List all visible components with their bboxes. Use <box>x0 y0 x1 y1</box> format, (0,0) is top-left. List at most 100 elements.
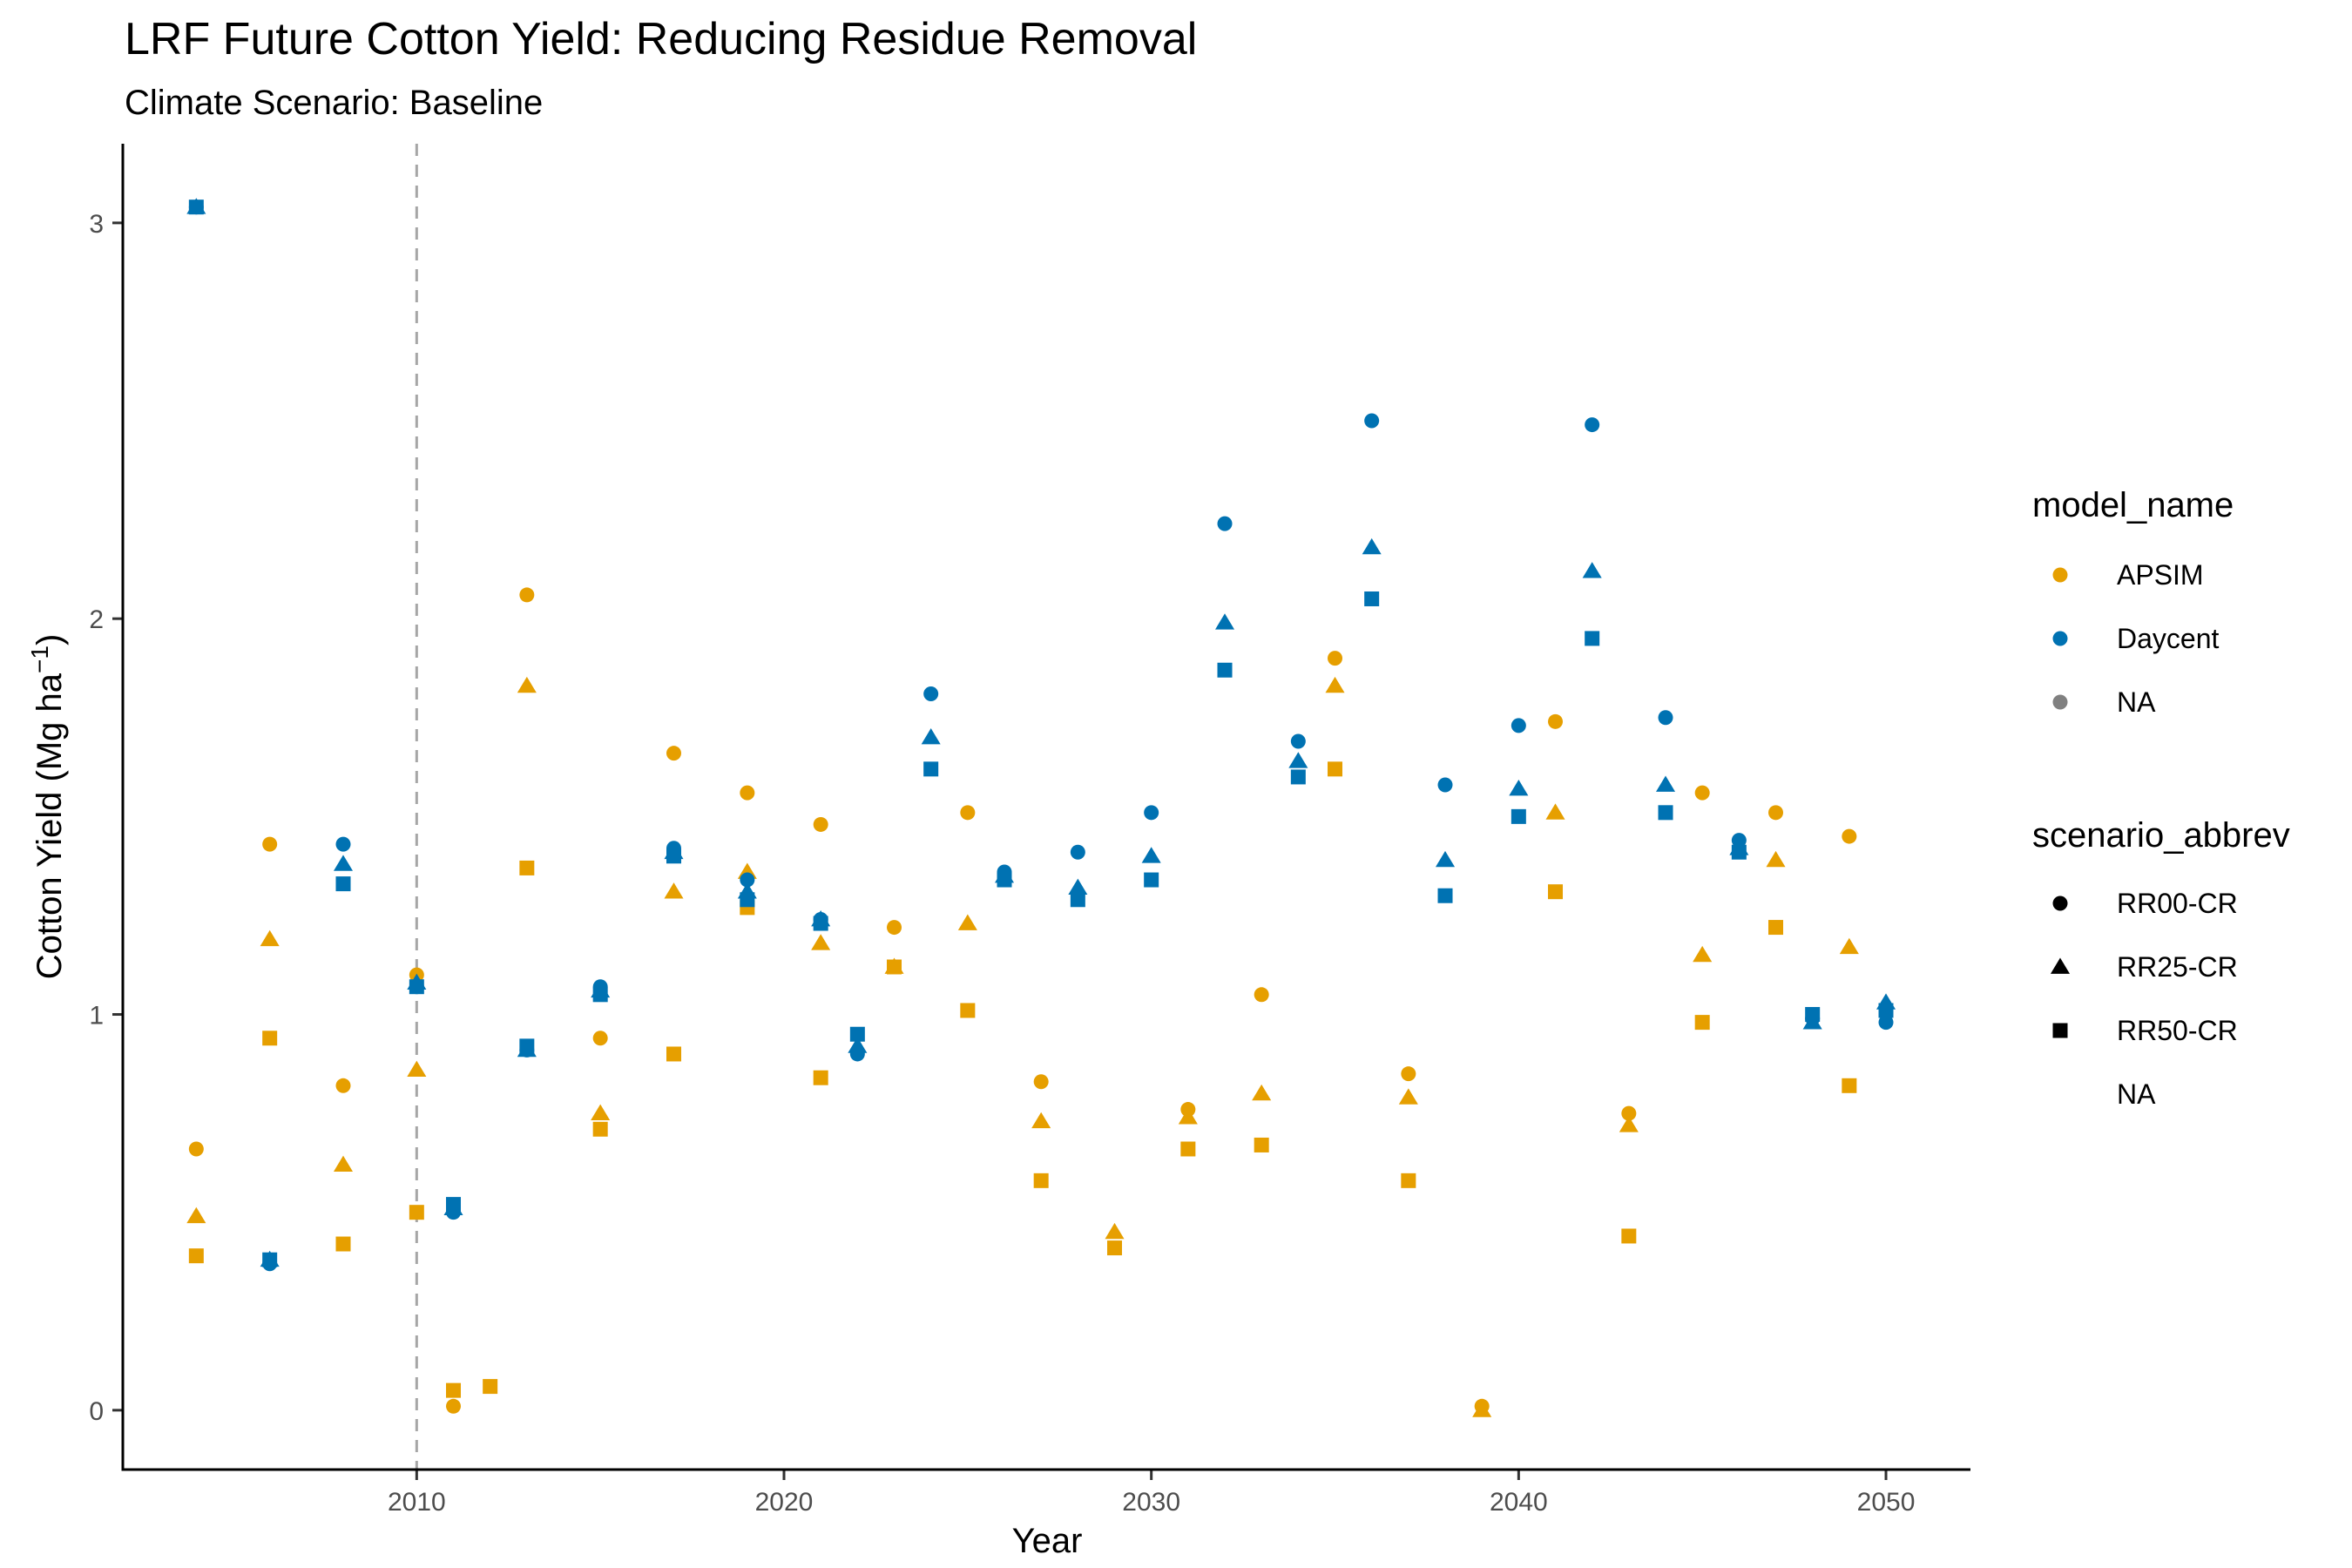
data-point-apsim-rr50-cr <box>1033 1173 1049 1188</box>
data-point-daycent-rr25-cr <box>1141 847 1161 863</box>
data-point-apsim-rr25-cr <box>1398 1088 1418 1105</box>
data-point-daycent-rr25-cr <box>1582 562 1602 578</box>
legend-label-rr25-cr: RR25-CR <box>2117 951 2238 983</box>
legend-key-rr25-cr <box>2050 957 2071 974</box>
legend-key-daycent <box>2052 631 2068 646</box>
data-point-daycent-rr25-cr <box>1068 878 1088 896</box>
data-point-daycent-rr50-cr <box>740 892 755 908</box>
data-point-apsim-rr50-cr <box>666 1046 682 1062</box>
data-point-daycent-rr00-cr <box>1437 777 1453 793</box>
legend-label-rr50-cr: RR50-CR <box>2117 1015 2238 1046</box>
data-point-apsim-rr50-cr <box>188 1248 204 1264</box>
data-point-daycent-rr00-cr <box>335 836 351 852</box>
data-point-daycent-rr00-cr <box>1364 413 1380 429</box>
data-point-apsim-rr50-cr <box>1842 1078 1857 1093</box>
data-point-apsim-rr50-cr <box>960 1003 976 1018</box>
data-point-daycent-rr00-cr <box>740 872 755 888</box>
legend-label-na: NA <box>2117 1078 2156 1110</box>
data-point-daycent-rr50-cr <box>262 1252 278 1267</box>
data-point-apsim-rr00-cr <box>592 1031 608 1046</box>
data-point-daycent-rr25-cr <box>1214 613 1235 630</box>
data-point-apsim-rr50-cr <box>483 1379 498 1395</box>
data-point-apsim-rr00-cr <box>1033 1074 1049 1090</box>
data-point-apsim-rr25-cr <box>517 676 537 693</box>
data-point-apsim-rr00-cr <box>1328 651 1343 666</box>
data-point-apsim-rr00-cr <box>262 836 278 852</box>
data-point-daycent-rr50-cr <box>409 979 424 995</box>
data-point-apsim-rr25-cr <box>407 1060 427 1078</box>
data-point-apsim-rr50-cr <box>1621 1228 1637 1244</box>
data-point-apsim-rr25-cr <box>1325 676 1345 693</box>
chart-title: LRF Future Cotton Yield: Reducing Residu… <box>125 14 1197 64</box>
y-axis-title: Cotton Yield (Mg ha−1) <box>26 634 70 980</box>
data-point-apsim-rr25-cr <box>957 914 977 930</box>
data-point-daycent-rr00-cr <box>1290 733 1306 749</box>
x-tick-label: 2010 <box>388 1488 446 1517</box>
data-point-daycent-rr50-cr <box>1290 769 1306 785</box>
data-point-apsim-rr25-cr <box>811 934 831 950</box>
data-point-apsim-rr00-cr <box>1768 805 1784 821</box>
data-point-daycent-rr50-cr <box>1585 631 1600 646</box>
data-point-daycent-rr50-cr <box>188 199 204 215</box>
legend-label-rr00-cr: RR00-CR <box>2117 888 2238 919</box>
data-point-daycent-rr50-cr <box>1658 805 1673 821</box>
data-point-daycent-rr00-cr <box>1585 417 1600 433</box>
data-point-apsim-rr00-cr <box>1548 713 1564 729</box>
legend-label-apsim: APSIM <box>2117 559 2204 591</box>
plot-panel: 2010 2020 2030 2040 2050 0 1 2 3 <box>89 144 1970 1517</box>
data-point-apsim-rr00-cr <box>813 816 828 832</box>
data-point-daycent-rr00-cr <box>923 686 939 702</box>
data-point-apsim-rr25-cr <box>333 1155 354 1173</box>
chart-subtitle: Climate Scenario: Baseline <box>125 84 543 122</box>
x-axis-title: Year <box>1012 1522 1083 1560</box>
data-point-apsim-rr50-cr <box>813 1070 828 1085</box>
data-point-daycent-rr50-cr <box>1437 888 1453 903</box>
data-point-apsim-rr50-cr <box>1107 1240 1123 1256</box>
y-axis-title-superscript: −1 <box>26 645 53 673</box>
data-point-apsim-rr25-cr <box>1693 945 1713 963</box>
y-tick-label: 1 <box>89 1002 104 1031</box>
data-point-apsim-rr25-cr <box>260 929 280 947</box>
data-point-daycent-rr50-cr <box>666 848 682 864</box>
data-point-daycent-rr50-cr <box>1878 1003 1894 1018</box>
data-point-daycent-rr00-cr <box>1070 844 1085 860</box>
data-point-apsim-rr25-cr <box>1472 1401 1492 1417</box>
data-point-apsim-rr25-cr <box>1619 1116 1639 1132</box>
data-point-apsim-rr50-cr <box>1694 1015 1710 1031</box>
data-point-apsim-rr25-cr <box>186 1206 206 1224</box>
data-point-apsim-rr50-cr <box>887 959 902 975</box>
data-point-daycent-rr00-cr <box>1878 1015 1894 1031</box>
data-point-apsim-rr00-cr <box>446 1398 462 1414</box>
legend-scenario-abbrev: scenario_abbrev RR00-CR RR25-CR RR50-CR NA <box>2032 816 2290 1110</box>
data-point-daycent-rr50-cr <box>923 761 939 777</box>
data-point-apsim-rr50-cr <box>1254 1137 1269 1152</box>
data-point-apsim-rr25-cr <box>1252 1084 1272 1101</box>
data-point-daycent-rr50-cr <box>1805 1007 1821 1023</box>
y-axis-title-main: Cotton Yield (Mg ha <box>30 672 69 979</box>
data-point-daycent-rr50-cr <box>997 872 1012 888</box>
data-point-apsim-rr25-cr <box>1031 1112 1051 1129</box>
data-point-daycent-rr25-cr <box>1435 850 1456 868</box>
data-point-apsim-rr50-cr <box>446 1382 462 1398</box>
data-point-daycent-rr50-cr <box>592 987 608 1003</box>
data-point-apsim-rr00-cr <box>519 587 535 603</box>
data-point-daycent-rr50-cr <box>519 1038 535 1054</box>
data-point-apsim-rr00-cr <box>188 1141 204 1157</box>
data-point-daycent-rr50-cr <box>1217 662 1233 678</box>
data-point-daycent-rr50-cr <box>849 1026 865 1042</box>
data-point-daycent-rr00-cr <box>1658 710 1673 726</box>
data-point-apsim-rr50-cr <box>1180 1141 1196 1157</box>
data-point-apsim-rr00-cr <box>1254 987 1269 1003</box>
data-point-apsim-rr25-cr <box>1178 1108 1198 1125</box>
data-point-daycent-rr50-cr <box>1364 591 1380 606</box>
data-point-apsim-rr25-cr <box>591 1104 611 1120</box>
y-tick-label: 3 <box>89 210 104 239</box>
data-point-daycent-rr00-cr <box>1144 805 1159 821</box>
data-point-daycent-rr00-cr <box>1511 718 1526 733</box>
data-point-apsim-rr50-cr <box>1328 761 1343 777</box>
legend-key-rr00-cr <box>2052 896 2068 911</box>
x-tick-label: 2040 <box>1490 1488 1548 1517</box>
y-axis-title-close: ) <box>30 634 69 645</box>
